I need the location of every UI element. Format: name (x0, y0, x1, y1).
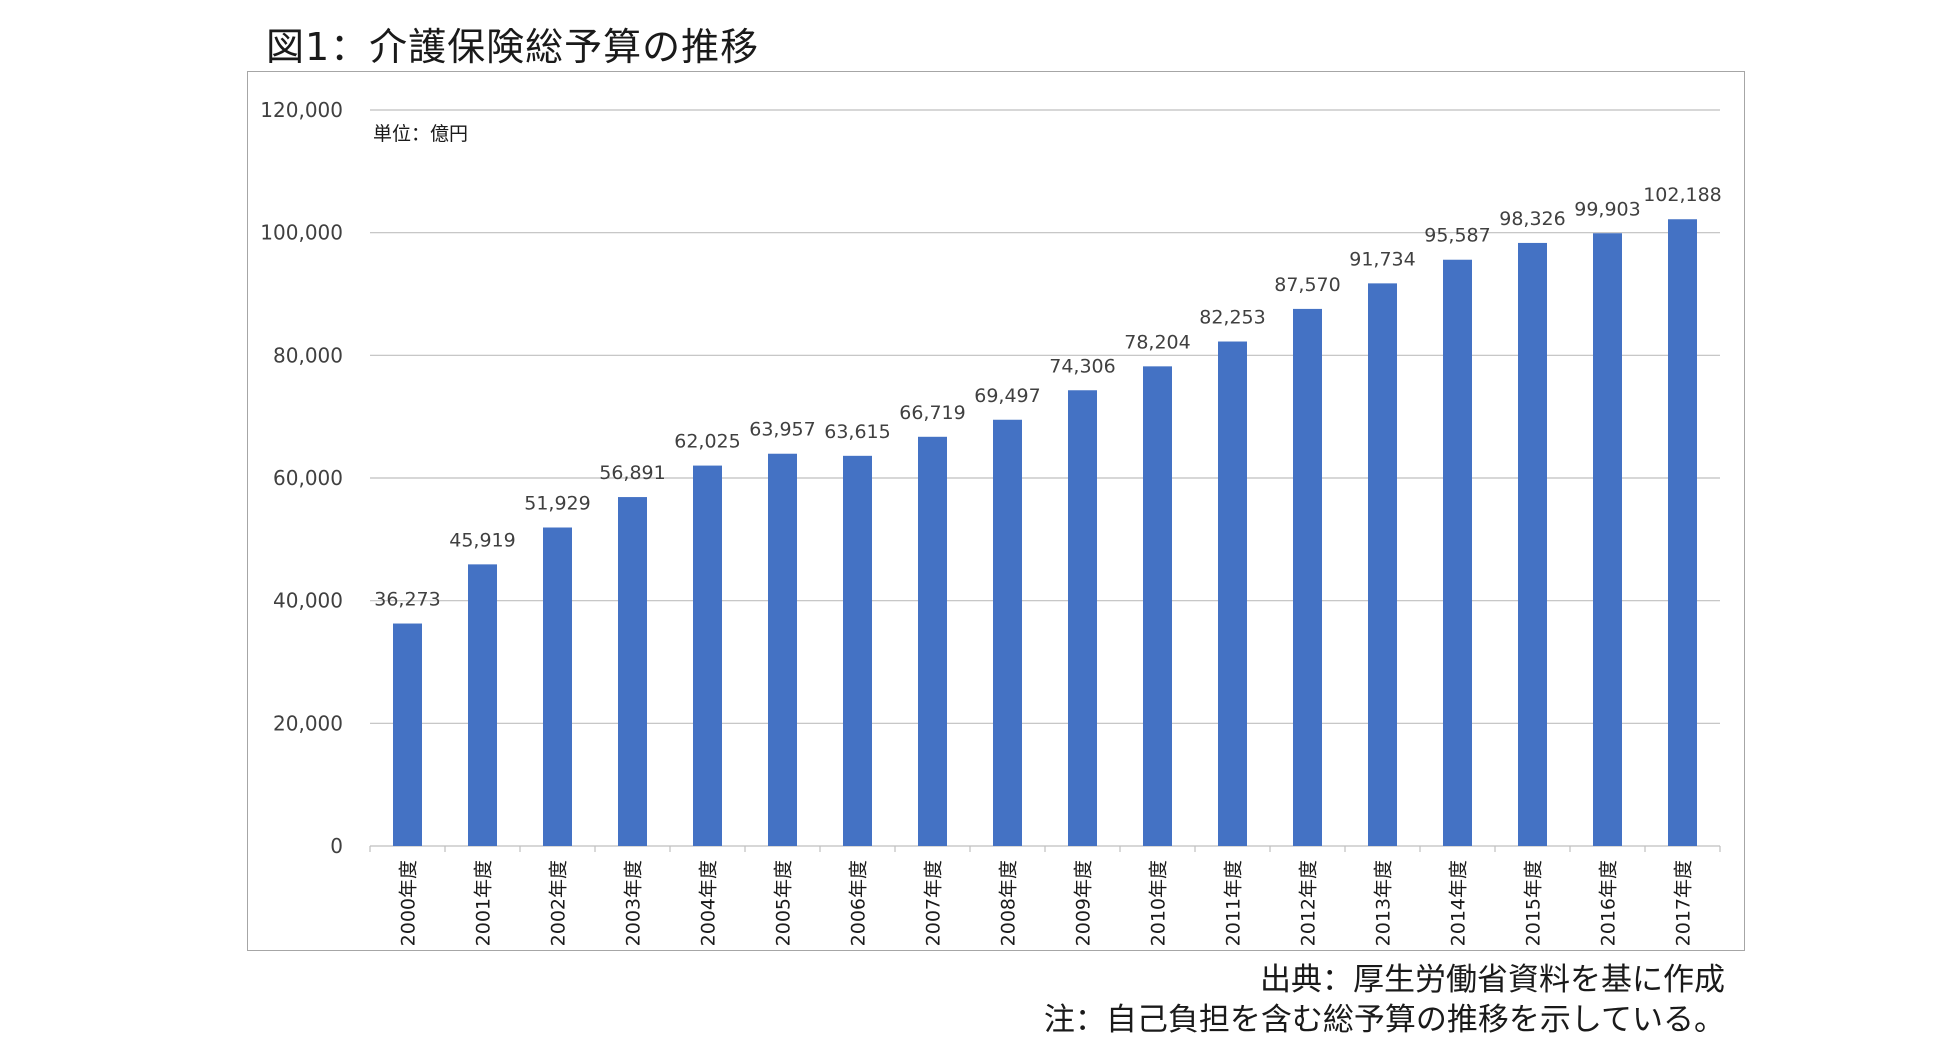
bar (543, 527, 572, 846)
bar (468, 564, 497, 846)
figure-title: 図1：介護保険総予算の推移 (266, 25, 760, 69)
data-label: 91,734 (1349, 248, 1415, 270)
x-tick-label: 2001年度 (473, 860, 495, 946)
data-label: 95,587 (1424, 225, 1490, 247)
data-label: 51,929 (524, 493, 590, 515)
y-tick-label: 120,000 (260, 98, 343, 122)
y-axis-ticks: 0 20,000 40,000 60,000 80,000 100,000 120,000 (260, 98, 343, 858)
data-label: 74,306 (1049, 355, 1115, 377)
x-tick-label: 2012年度 (1298, 860, 1320, 946)
x-tick-label: 2017年度 (1673, 860, 1695, 946)
x-tick-label: 2009年度 (1073, 860, 1095, 946)
data-label: 66,719 (899, 402, 965, 424)
x-tick-label: 2008年度 (998, 860, 1020, 946)
x-tick-label: 2004年度 (698, 860, 720, 946)
y-tick-label: 60,000 (273, 466, 343, 490)
bar (1068, 390, 1097, 846)
x-tick-label: 2013年度 (1373, 860, 1395, 946)
data-label: 98,326 (1499, 208, 1565, 230)
data-label: 102,188 (1643, 184, 1722, 206)
bar (1593, 233, 1622, 846)
chart-frame (247, 71, 1745, 951)
data-label: 69,497 (974, 385, 1040, 407)
bar (1293, 308, 1322, 846)
bar (843, 455, 872, 846)
x-tick-label: 2010年度 (1148, 860, 1170, 946)
y-tick-label: 40,000 (273, 589, 343, 613)
bars (393, 219, 1697, 847)
y-tick-label: 20,000 (273, 711, 343, 735)
x-tick-label: 2003年度 (623, 860, 645, 946)
bar (393, 623, 422, 846)
x-tick-label: 2002年度 (548, 860, 570, 946)
data-label: 36,273 (374, 589, 440, 611)
bar (1368, 283, 1397, 846)
x-tick-label: 2007年度 (923, 860, 945, 946)
data-label: 87,570 (1274, 274, 1340, 296)
data-label: 82,253 (1199, 307, 1265, 329)
unit-label: 単位：億円 (373, 123, 468, 145)
bar (1668, 219, 1697, 846)
bar (1218, 341, 1247, 846)
source-note: 出典：厚生労働省資料を基に作成 (1260, 962, 1725, 998)
data-label: 63,957 (749, 419, 815, 441)
x-tick-label: 2015年度 (1523, 860, 1545, 946)
data-label: 63,615 (824, 421, 890, 443)
y-tick-label: 0 (330, 834, 343, 858)
bar (918, 436, 947, 846)
bar (1518, 242, 1547, 847)
x-tick-label: 2005年度 (773, 860, 795, 946)
data-label: 45,919 (449, 529, 515, 551)
bar (1443, 259, 1472, 847)
y-tick-label: 100,000 (260, 221, 343, 245)
data-label: 62,025 (674, 431, 740, 453)
x-axis-ticks: 2000年度 2001年度 2002年度 2003年度 2004年度 2005年度 2006… (369, 846, 1721, 946)
y-tick-label: 80,000 (273, 343, 343, 367)
data-label: 56,891 (599, 462, 665, 484)
bar (618, 497, 647, 846)
data-label: 78,204 (1124, 331, 1190, 353)
x-tick-label: 2000年度 (398, 860, 420, 946)
x-tick-label: 2011年度 (1223, 860, 1245, 946)
bar (1143, 366, 1172, 846)
data-labels: 36,273 45,919 51,929 56,891 62,025 63,957 63,6… (374, 184, 1722, 610)
x-tick-label: 2014年度 (1448, 860, 1470, 946)
bar (768, 453, 797, 846)
bar (693, 465, 722, 846)
x-tick-label: 2016年度 (1598, 860, 1620, 946)
bar (993, 419, 1022, 846)
x-tick-label: 2006年度 (848, 860, 870, 946)
footnote: 注：自己負担を含む総予算の推移を示している。 (1043, 1002, 1725, 1038)
data-label: 99,903 (1574, 198, 1640, 220)
